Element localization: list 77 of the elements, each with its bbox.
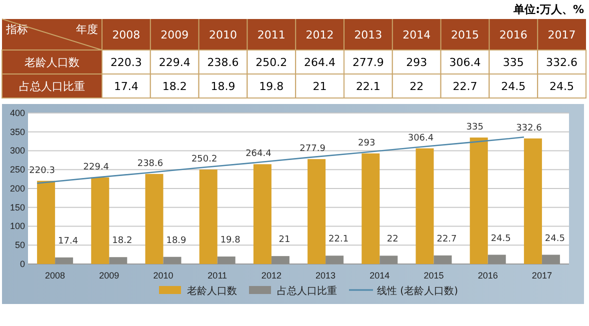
text: 306.4 xyxy=(449,56,481,69)
data-label: 18.9 xyxy=(166,236,187,246)
data-label: 293 xyxy=(358,138,376,148)
x-tick-label: 2009 xyxy=(99,270,120,280)
category-label: 2009 xyxy=(160,28,189,42)
text: 22 xyxy=(410,80,424,93)
text: 220.3 xyxy=(110,56,142,69)
data-label: 17.4 xyxy=(58,236,78,246)
text: 293 xyxy=(406,56,428,69)
text: 24.5 xyxy=(550,80,574,93)
x-tick-label: 2017 xyxy=(532,270,552,280)
text: 占总人口比重 xyxy=(19,80,85,93)
x-tick-label: 2010 xyxy=(153,270,174,280)
text: 18.2 xyxy=(162,80,187,93)
y-tick-label: 350 xyxy=(10,126,25,137)
data-label: 264.4 xyxy=(246,149,272,160)
data-label: 24.5 xyxy=(544,234,565,244)
data-label: 306.4 xyxy=(408,133,434,144)
text: 277.9 xyxy=(352,56,384,69)
x-tick-label: 2016 xyxy=(478,270,498,280)
x-tick-label: 2013 xyxy=(316,270,336,280)
y-tick-label: 300 xyxy=(10,146,25,156)
x-tick-label: 2011 xyxy=(208,270,228,280)
y-tick-label: 0 xyxy=(20,258,25,269)
data-label: 332.6 xyxy=(516,123,542,134)
data-label: 21 xyxy=(278,235,290,246)
data-label: 250.2 xyxy=(191,154,218,165)
category-label: 2008 xyxy=(112,28,140,42)
category-label: 2014 xyxy=(402,28,431,42)
text: 22.1 xyxy=(356,80,380,93)
category-label: 2015 xyxy=(451,28,479,42)
legend-label: 占总人口比重 xyxy=(277,285,338,297)
text: 指标 xyxy=(5,23,28,36)
text: 250.2 xyxy=(256,56,288,69)
category-label: 2011 xyxy=(257,28,286,42)
data-label: 229.4 xyxy=(83,162,110,172)
legend-label: 老龄人口数 xyxy=(187,285,238,297)
category-label: 2016 xyxy=(499,28,528,42)
category-label: 2013 xyxy=(354,28,382,42)
text: 238.6 xyxy=(207,56,239,69)
data-label: 19.8 xyxy=(220,236,241,246)
category-label: 2017 xyxy=(548,28,576,42)
data-label: 277.9 xyxy=(300,144,326,154)
text: 22.7 xyxy=(452,80,478,93)
text: 老龄人口数 xyxy=(24,56,80,69)
data-label: 238.6 xyxy=(137,158,164,169)
y-tick-label: 150 xyxy=(10,202,25,212)
y-tick-label: 100 xyxy=(10,221,25,232)
category-label: 2012 xyxy=(306,28,334,42)
y-tick-label: 400 xyxy=(10,108,25,118)
text: 17.4 xyxy=(114,80,138,93)
x-tick-label: 2008 xyxy=(45,270,66,280)
data-label: 220.3 xyxy=(29,166,55,176)
data-label: 18.2 xyxy=(112,236,132,246)
x-tick-label: 2014 xyxy=(370,270,390,280)
data-label: 24.5 xyxy=(490,234,511,244)
text: 24.5 xyxy=(501,80,526,93)
text: 335 xyxy=(502,56,524,69)
text: 229.4 xyxy=(158,56,190,69)
text: 年度 xyxy=(76,23,98,36)
y-tick-label: 250 xyxy=(10,164,25,175)
text: 21 xyxy=(312,80,327,93)
text: 18.9 xyxy=(210,80,236,93)
text: 332.6 xyxy=(546,56,578,69)
text: 单位:万人、% xyxy=(512,3,584,16)
y-tick-label: 50 xyxy=(14,240,25,250)
text: 264.4 xyxy=(304,56,336,69)
data-label: 22.7 xyxy=(436,234,457,244)
text: 19.8 xyxy=(259,80,284,93)
data-label: 22.1 xyxy=(328,234,349,245)
x-tick-label: 2015 xyxy=(424,270,444,280)
category-label: 2010 xyxy=(209,28,237,42)
x-tick-label: 2012 xyxy=(261,270,282,280)
data-label: 335 xyxy=(466,122,484,133)
data-label: 22 xyxy=(386,234,398,245)
y-tick-label: 200 xyxy=(10,183,25,194)
legend-label: 线性 (老龄人口数) xyxy=(377,285,458,297)
